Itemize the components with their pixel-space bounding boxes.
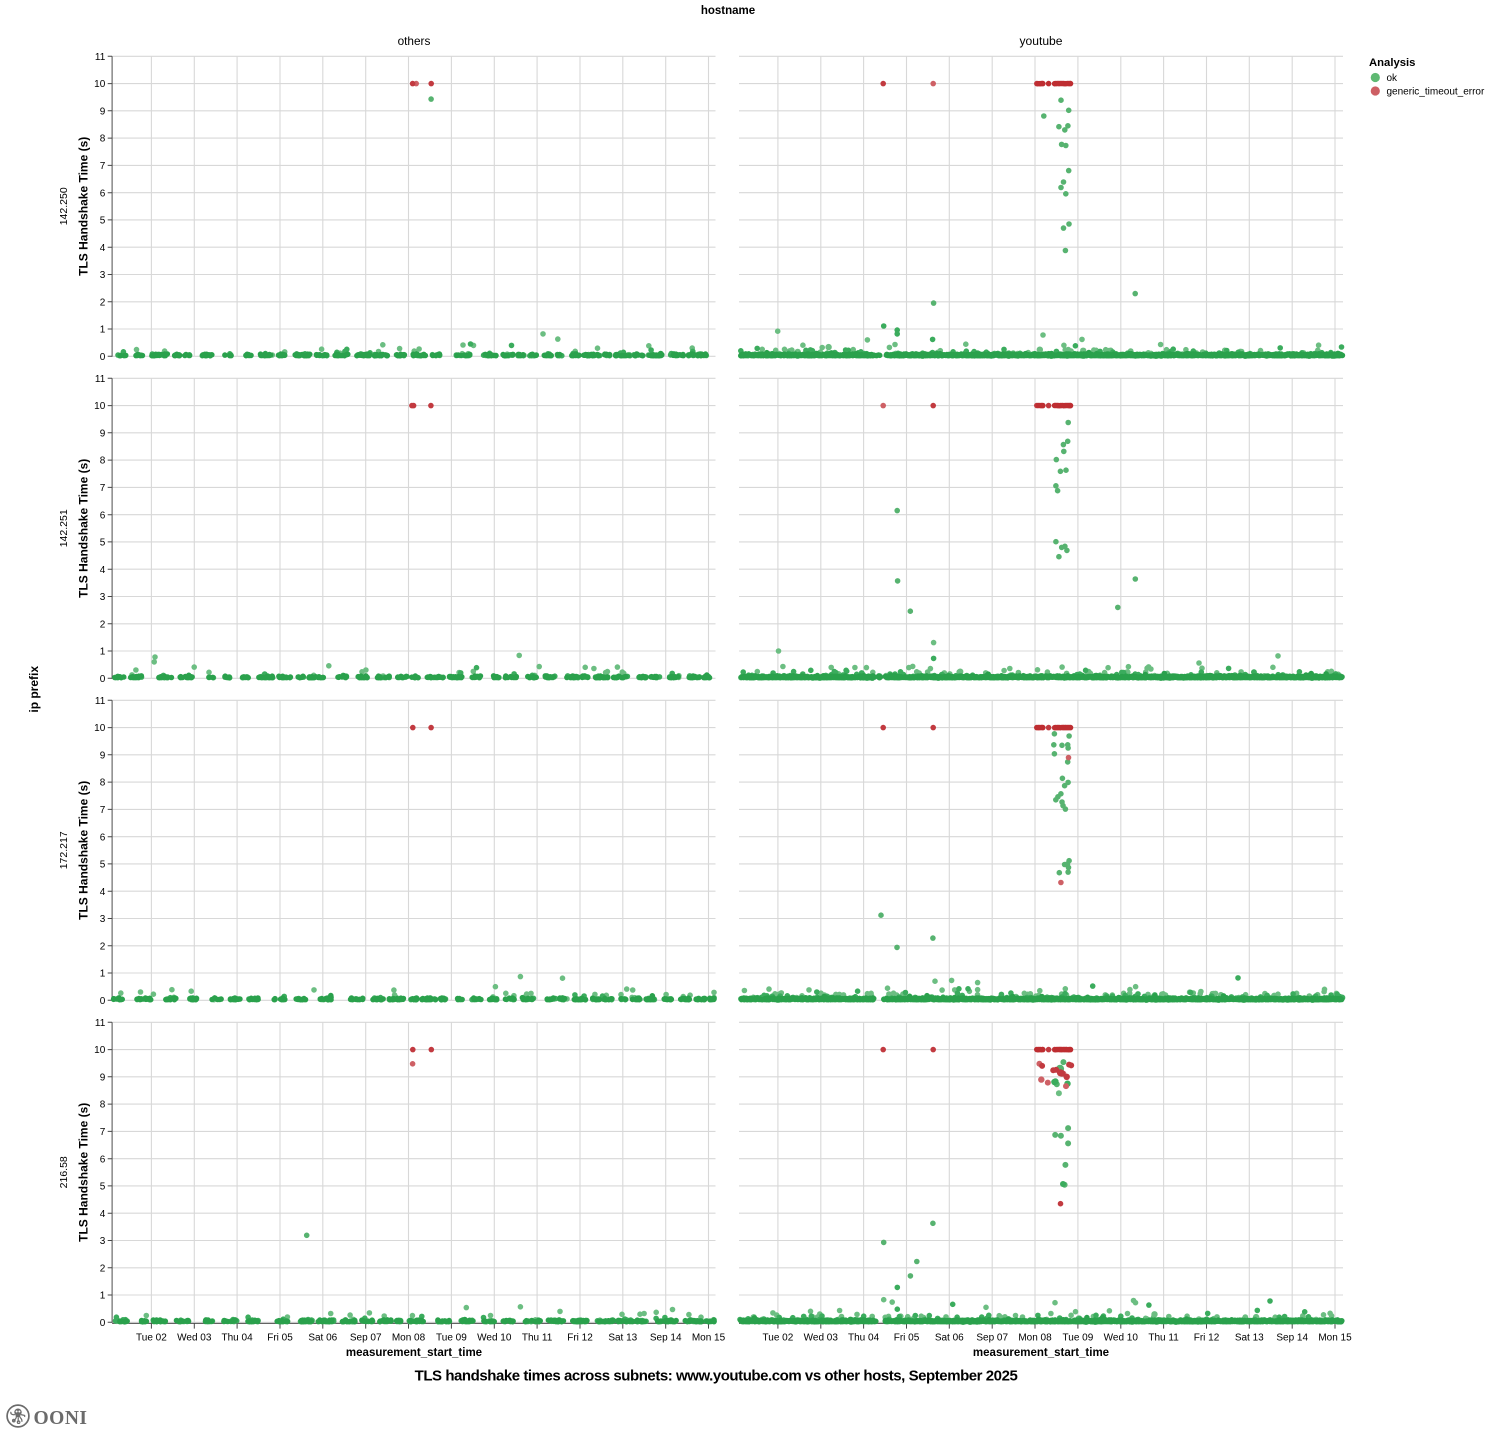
svg-text:6: 6 xyxy=(100,188,106,199)
svg-text:Tue 09: Tue 09 xyxy=(1063,1333,1094,1344)
svg-text:7: 7 xyxy=(100,805,106,816)
svg-text:Mon 08: Mon 08 xyxy=(1018,1333,1052,1344)
svg-text:Sat 13: Sat 13 xyxy=(608,1333,637,1344)
svg-text:Thu 04: Thu 04 xyxy=(222,1333,254,1344)
svg-text:measurement_start_time: measurement_start_time xyxy=(973,1347,1109,1359)
svg-text:Wed 03: Wed 03 xyxy=(177,1333,212,1344)
svg-text:142.250: 142.250 xyxy=(58,187,70,225)
svg-text:generic_timeout_error: generic_timeout_error xyxy=(1387,87,1485,98)
svg-text:5: 5 xyxy=(100,538,106,549)
svg-text:hostname: hostname xyxy=(701,5,755,17)
svg-text:Sep 14: Sep 14 xyxy=(650,1333,682,1344)
svg-text:Analysis: Analysis xyxy=(1369,57,1415,69)
svg-text:7: 7 xyxy=(100,1127,106,1138)
svg-text:3: 3 xyxy=(100,270,106,281)
svg-text:3: 3 xyxy=(100,914,106,925)
svg-text:Mon 15: Mon 15 xyxy=(1318,1333,1352,1344)
svg-text:Thu 11: Thu 11 xyxy=(1148,1333,1179,1344)
svg-text:0: 0 xyxy=(100,674,106,685)
svg-text:Mon 08: Mon 08 xyxy=(392,1333,426,1344)
svg-text:216.58: 216.58 xyxy=(58,1156,70,1188)
svg-text:2: 2 xyxy=(100,941,106,952)
svg-text:measurement_start_time: measurement_start_time xyxy=(346,1347,482,1359)
svg-text:6: 6 xyxy=(100,1154,106,1165)
svg-text:Sat 06: Sat 06 xyxy=(935,1333,964,1344)
svg-text:4: 4 xyxy=(100,243,106,254)
svg-text:2: 2 xyxy=(100,1263,106,1274)
svg-text:1: 1 xyxy=(100,969,106,980)
svg-text:4: 4 xyxy=(100,887,106,898)
svg-text:Sep 14: Sep 14 xyxy=(1276,1333,1308,1344)
svg-text:9: 9 xyxy=(100,428,106,439)
svg-text:ip prefix: ip prefix xyxy=(27,666,41,713)
svg-text:8: 8 xyxy=(100,778,106,789)
svg-text:others: others xyxy=(398,34,431,48)
svg-text:Sep 07: Sep 07 xyxy=(976,1333,1008,1344)
svg-text:2: 2 xyxy=(100,619,106,630)
svg-text:Mon 15: Mon 15 xyxy=(692,1333,726,1344)
svg-text:TLS Handshake Time (s): TLS Handshake Time (s) xyxy=(76,781,90,920)
svg-text:11: 11 xyxy=(95,52,106,63)
svg-text:10: 10 xyxy=(94,401,106,412)
svg-text:2: 2 xyxy=(100,297,106,308)
svg-text:Thu 11: Thu 11 xyxy=(522,1333,553,1344)
svg-text:5: 5 xyxy=(100,216,106,227)
svg-text:Thu 04: Thu 04 xyxy=(848,1333,880,1344)
svg-text:9: 9 xyxy=(100,1072,106,1083)
svg-text:ok: ok xyxy=(1387,73,1399,84)
svg-text:6: 6 xyxy=(100,832,106,843)
svg-text:8: 8 xyxy=(100,456,106,467)
svg-text:Sat 13: Sat 13 xyxy=(1235,1333,1264,1344)
svg-text:Fri 12: Fri 12 xyxy=(1194,1333,1220,1344)
svg-text:7: 7 xyxy=(100,161,106,172)
svg-text:10: 10 xyxy=(94,79,106,90)
svg-text:11: 11 xyxy=(95,1018,106,1029)
svg-text:Wed 10: Wed 10 xyxy=(477,1333,512,1344)
svg-text:10: 10 xyxy=(94,1045,106,1056)
svg-text:11: 11 xyxy=(95,374,106,385)
svg-text:9: 9 xyxy=(100,106,106,117)
svg-text:5: 5 xyxy=(100,1182,106,1193)
svg-text:Wed 10: Wed 10 xyxy=(1104,1333,1139,1344)
svg-text:OONI: OONI xyxy=(34,1408,88,1429)
svg-text:1: 1 xyxy=(100,325,106,336)
svg-text:1: 1 xyxy=(100,1291,106,1302)
svg-text:Tue 02: Tue 02 xyxy=(763,1333,794,1344)
svg-text:Fri 05: Fri 05 xyxy=(894,1333,920,1344)
svg-text:Tue 09: Tue 09 xyxy=(436,1333,467,1344)
svg-text:0: 0 xyxy=(100,996,106,1007)
svg-text:Fri 05: Fri 05 xyxy=(267,1333,293,1344)
svg-text:6: 6 xyxy=(100,510,106,521)
svg-text:3: 3 xyxy=(100,592,106,603)
svg-text:4: 4 xyxy=(100,1209,106,1220)
svg-text:9: 9 xyxy=(100,750,106,761)
svg-text:Sat 06: Sat 06 xyxy=(308,1333,337,1344)
svg-text:Tue 02: Tue 02 xyxy=(136,1333,167,1344)
svg-text:Fri 12: Fri 12 xyxy=(567,1333,593,1344)
svg-text:TLS handshake times across sub: TLS handshake times across subnets: www.… xyxy=(415,1368,1018,1385)
svg-text:7: 7 xyxy=(100,483,106,494)
svg-text:3: 3 xyxy=(100,1236,106,1247)
svg-text:5: 5 xyxy=(100,860,106,871)
svg-text:11: 11 xyxy=(95,696,106,707)
svg-text:142.251: 142.251 xyxy=(58,509,70,547)
svg-text:TLS Handshake Time (s): TLS Handshake Time (s) xyxy=(76,1103,90,1242)
svg-text:youtube: youtube xyxy=(1019,34,1062,48)
svg-text:8: 8 xyxy=(100,134,106,145)
svg-text:4: 4 xyxy=(100,565,106,576)
svg-text:Sep 07: Sep 07 xyxy=(350,1333,382,1344)
svg-text:Wed 03: Wed 03 xyxy=(804,1333,839,1344)
svg-text:172.217: 172.217 xyxy=(58,831,70,869)
svg-text:10: 10 xyxy=(94,723,106,734)
svg-text:TLS Handshake Time (s): TLS Handshake Time (s) xyxy=(76,459,90,598)
svg-text:TLS Handshake Time (s): TLS Handshake Time (s) xyxy=(76,137,90,276)
svg-text:1: 1 xyxy=(100,647,106,658)
svg-text:8: 8 xyxy=(100,1100,106,1111)
svg-text:0: 0 xyxy=(100,1318,106,1329)
svg-text:0: 0 xyxy=(100,352,106,363)
